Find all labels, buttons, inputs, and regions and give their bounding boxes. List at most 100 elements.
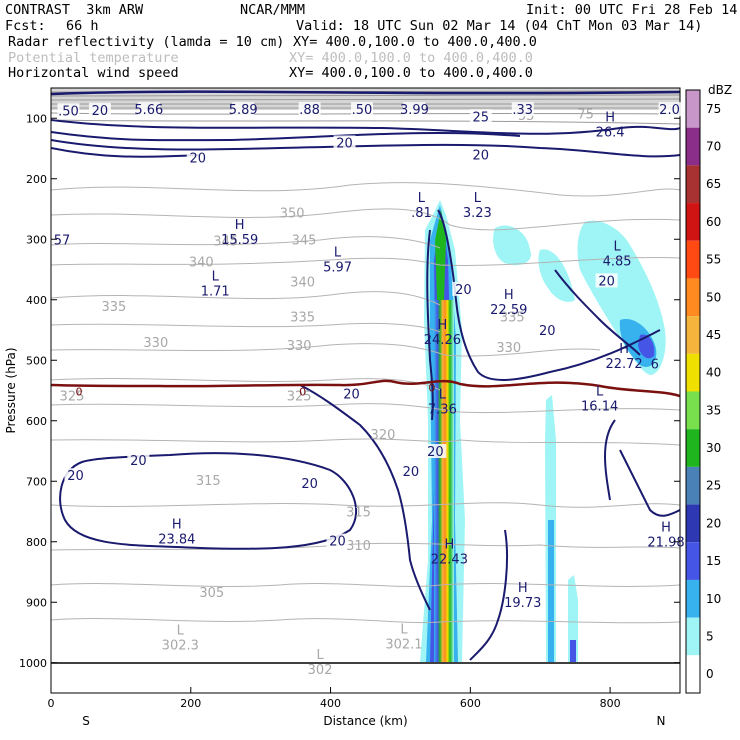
colorbar: 0 5 10 15 20 25 30 35 40 45 50 55 60 65 70 75 dBZ bbox=[685, 83, 732, 694]
wind-extremum-value-0: 26.4 bbox=[596, 126, 625, 141]
theta-label-13: 320 bbox=[371, 428, 396, 443]
wind-label-bg-11 bbox=[186, 150, 209, 165]
wind-extremum-value-3: 15.59 bbox=[221, 233, 258, 248]
field-3-name: Horizontal wind speed bbox=[8, 65, 179, 81]
wind-label-5: .50 bbox=[352, 103, 373, 118]
center-title: NCAR/MMM bbox=[240, 2, 306, 18]
wind-contours bbox=[51, 90, 680, 661]
field-1-name: Radar reflectivity (lamda = 10 cm) bbox=[8, 34, 285, 50]
model-title: CONTRAST 3km ARW bbox=[5, 2, 144, 18]
colorbar-label-5: 25 bbox=[706, 479, 721, 493]
colorbar-label-7: 35 bbox=[706, 403, 721, 417]
y-tick-label-3: 400 bbox=[26, 294, 47, 307]
y-tick-label-7: 800 bbox=[26, 536, 47, 549]
colorbar-swatch-1 bbox=[686, 617, 700, 656]
theta-label-10: 330 bbox=[496, 341, 521, 356]
wind-label-17: 20 bbox=[427, 445, 444, 460]
y-tick-label-0: 100 bbox=[26, 112, 47, 125]
theta-extremum-value-0: 302.3 bbox=[162, 639, 199, 654]
y-tick-label-9: 1000 bbox=[19, 657, 47, 670]
y-tick-label-1: 200 bbox=[26, 173, 47, 186]
x-axis-title: Distance (km) bbox=[323, 714, 407, 728]
wind-extremum-value-11: 7.36 bbox=[428, 403, 457, 418]
y-tick-label-8: 900 bbox=[26, 596, 47, 609]
y-axis-title: Pressure (hPa) bbox=[4, 347, 18, 433]
wind-label-bg-6 bbox=[403, 102, 426, 117]
wind-extremum-value-5: 1.71 bbox=[201, 285, 230, 300]
theta-label-9: 330 bbox=[287, 339, 312, 354]
x-tick-label-2: 400 bbox=[320, 697, 341, 710]
wind-extremum-value-1: .81 bbox=[411, 206, 432, 221]
colorbar-label-2: 10 bbox=[706, 592, 721, 606]
colorbar-swatch-14 bbox=[686, 127, 700, 166]
theta-label-12: 325 bbox=[287, 389, 312, 404]
wind-label-bg-17 bbox=[424, 444, 447, 458]
wind-label-3: 5.89 bbox=[229, 103, 258, 118]
wind-label-bg-20 bbox=[64, 468, 87, 483]
wind-label-1: 20 bbox=[92, 104, 109, 119]
field-3-xy: XY= 400.0,100.0 to 400.0,400.0 bbox=[289, 65, 533, 81]
wind-extremum-value-8: 24.26 bbox=[424, 333, 461, 348]
wind-label-19: 20 bbox=[130, 454, 147, 469]
wind-label-bg-22 bbox=[326, 533, 349, 548]
wind-label-20: 20 bbox=[67, 469, 84, 484]
valid-time: Valid: 18 UTC Sun 02 Mar 14 (04 ChT Mon … bbox=[296, 18, 703, 34]
wind-extremum-type-2: L bbox=[474, 191, 482, 206]
colorbar-label-9: 45 bbox=[706, 328, 721, 342]
theta-label-17: 305 bbox=[199, 586, 224, 601]
colorbar-label-12: 60 bbox=[706, 215, 721, 229]
wind-label-bg-13 bbox=[452, 281, 475, 296]
wind-label-bg-18 bbox=[399, 463, 422, 478]
extrema-labels: H26.4L.81L3.23H15.59L5.97L1.71L4.85H22.5… bbox=[158, 111, 684, 678]
wind-extremum-value-9: 22.72 bbox=[605, 357, 642, 372]
colorbar-swatch-8 bbox=[686, 353, 700, 392]
colorbar-label-6: 30 bbox=[706, 441, 721, 455]
colorbar-label-14: 70 bbox=[706, 140, 721, 154]
fcst-label: Fcst: bbox=[5, 18, 46, 34]
colorbar-frame bbox=[685, 89, 701, 694]
wind-label-16: 20 bbox=[343, 388, 360, 403]
theta-label-6: 335 bbox=[290, 311, 315, 326]
colorbar-label-11: 55 bbox=[706, 253, 721, 267]
wind-label-4: .88 bbox=[299, 103, 320, 118]
wind-label-bg-4 bbox=[298, 102, 321, 117]
colorbar-label-10: 50 bbox=[706, 290, 721, 304]
theta-label-16: 310 bbox=[346, 539, 371, 554]
wind-label-bg-3 bbox=[232, 102, 255, 117]
wind-extremum-type-9: H bbox=[619, 342, 629, 357]
wind-extremum-value-14: 19.73 bbox=[504, 596, 541, 611]
freezing-level-line bbox=[51, 379, 680, 398]
refl-anvil-5 bbox=[638, 334, 655, 359]
theta-label-14: 315 bbox=[196, 474, 221, 489]
colorbar-unit: dBZ bbox=[708, 83, 732, 97]
colorbar-swatch-7 bbox=[686, 391, 700, 430]
refl-anvil-2 bbox=[538, 249, 575, 302]
wind-label-bg-5 bbox=[351, 102, 374, 117]
colorbar-swatch-11 bbox=[686, 240, 700, 279]
theta-label-7: 335 bbox=[500, 311, 525, 326]
wind-labels: .50 20 5.66 5.89 .88 .50 3.99 25 .33 2.0 20 20 20 20 2… bbox=[57, 102, 681, 550]
wind-label-13: 20 bbox=[455, 283, 472, 298]
wind-extremum-type-4: L bbox=[334, 245, 342, 260]
colorbar-swatch-12 bbox=[686, 203, 700, 241]
theta-extremum-type-0: L bbox=[177, 624, 185, 639]
y-tick-label-5: 600 bbox=[26, 415, 47, 428]
field-1-xy: XY= 400.0,100.0 to 400.0,400.0 bbox=[293, 34, 537, 50]
wind-label-21: 20 bbox=[301, 477, 318, 492]
theta-label-1: 345 bbox=[213, 234, 238, 249]
wind-extremum-type-1: L bbox=[418, 191, 426, 206]
refl-core bbox=[434, 300, 454, 662]
wind-label-0: .50 bbox=[58, 104, 79, 119]
wind-label-7: 25 bbox=[473, 110, 490, 125]
wind-label-8: .33 bbox=[512, 103, 533, 118]
theta-contours bbox=[51, 182, 680, 624]
wind-extremum-value-10: 16.14 bbox=[581, 400, 618, 415]
wind-label-bg-12 bbox=[469, 147, 492, 162]
wind-label-bg-19 bbox=[127, 453, 150, 468]
wind-extremum-type-11: L bbox=[439, 388, 447, 403]
refl-top-green bbox=[435, 210, 446, 300]
theta-label-19: 75 bbox=[577, 107, 594, 122]
wind-extremum-value-7: 22.59 bbox=[490, 303, 527, 318]
extra-label-1: 6 bbox=[651, 357, 659, 372]
wind-extremum-value-12: 23.84 bbox=[158, 533, 195, 548]
